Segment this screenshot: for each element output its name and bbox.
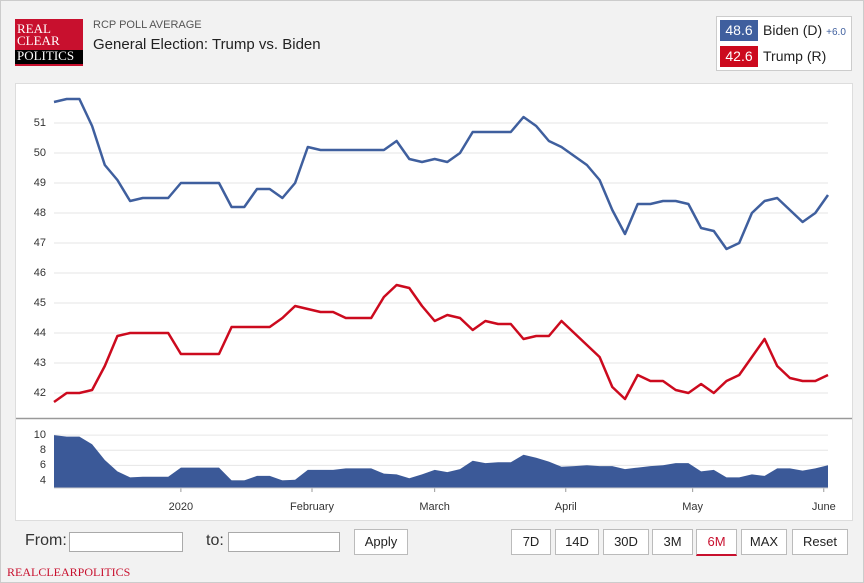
spread-area [54, 435, 828, 488]
series-line [53, 97, 830, 251]
y-tick-label: 4 [40, 474, 46, 486]
range-button[interactable]: 6M [696, 529, 737, 556]
x-tick-label: February [290, 501, 335, 513]
x-tick-label: June [812, 501, 836, 513]
apply-button[interactable]: Apply [354, 529, 408, 555]
legend-spread: +6.0 [826, 27, 846, 38]
y-tick-label: 44 [34, 327, 46, 339]
logo-line: POLITICS [15, 49, 83, 64]
legend-item: 42.6 Trump (R) [720, 46, 850, 67]
y-tick-label: 45 [34, 297, 46, 309]
x-tick-label: 2020 [169, 501, 193, 513]
y-tick-label: 47 [34, 237, 46, 249]
chart-title: General Election: Trump vs. Biden [93, 36, 321, 53]
legend-value: 42.6 [720, 46, 758, 67]
y-tick-label: 10 [34, 429, 46, 441]
legend-value: 48.6 [720, 20, 758, 41]
logo: REAL CLEAR POLITICS [15, 19, 83, 66]
y-tick-label: 46 [34, 267, 46, 279]
y-tick-label: 51 [34, 117, 46, 129]
logo-line: CLEAR [17, 33, 60, 48]
y-tick-label: 49 [34, 177, 46, 189]
legend: 48.6 Biden (D) +6.0 42.6 Trump (R) [716, 16, 852, 71]
y-tick-label: 43 [34, 357, 46, 369]
range-button[interactable]: 3M [652, 529, 693, 555]
range-button[interactable]: Reset [792, 529, 848, 555]
from-label: From: [25, 532, 67, 549]
y-tick-label: 48 [34, 207, 46, 219]
series-line [53, 283, 829, 404]
legend-name: Trump (R) [763, 48, 827, 64]
kicker: RCP POLL AVERAGE [93, 19, 202, 31]
range-button[interactable]: MAX [741, 529, 787, 555]
range-button[interactable]: 30D [603, 529, 649, 555]
to-label: to: [206, 532, 224, 549]
range-button[interactable]: 14D [555, 529, 599, 555]
y-tick-label: 50 [34, 147, 46, 159]
legend-name: Biden (D) [763, 22, 823, 38]
x-tick-label: March [419, 501, 450, 513]
to-input[interactable] [228, 532, 340, 552]
legend-item: 48.6 Biden (D) +6.0 [720, 20, 850, 41]
logo-line: REAL [17, 21, 51, 36]
x-tick-label: May [682, 501, 703, 513]
footer: REALCLEARPOLITICS [7, 565, 131, 579]
y-tick-label: 6 [40, 459, 46, 471]
range-button[interactable]: 7D [511, 529, 551, 555]
y-tick-label: 42 [34, 387, 46, 399]
x-tick-label: April [555, 501, 577, 513]
from-input[interactable] [69, 532, 183, 552]
y-tick-label: 8 [40, 444, 46, 456]
chart-panel: 42 43 44 45 46 47 48 49 50 51 4 6 8 10 2020 February Mar… [15, 83, 853, 521]
